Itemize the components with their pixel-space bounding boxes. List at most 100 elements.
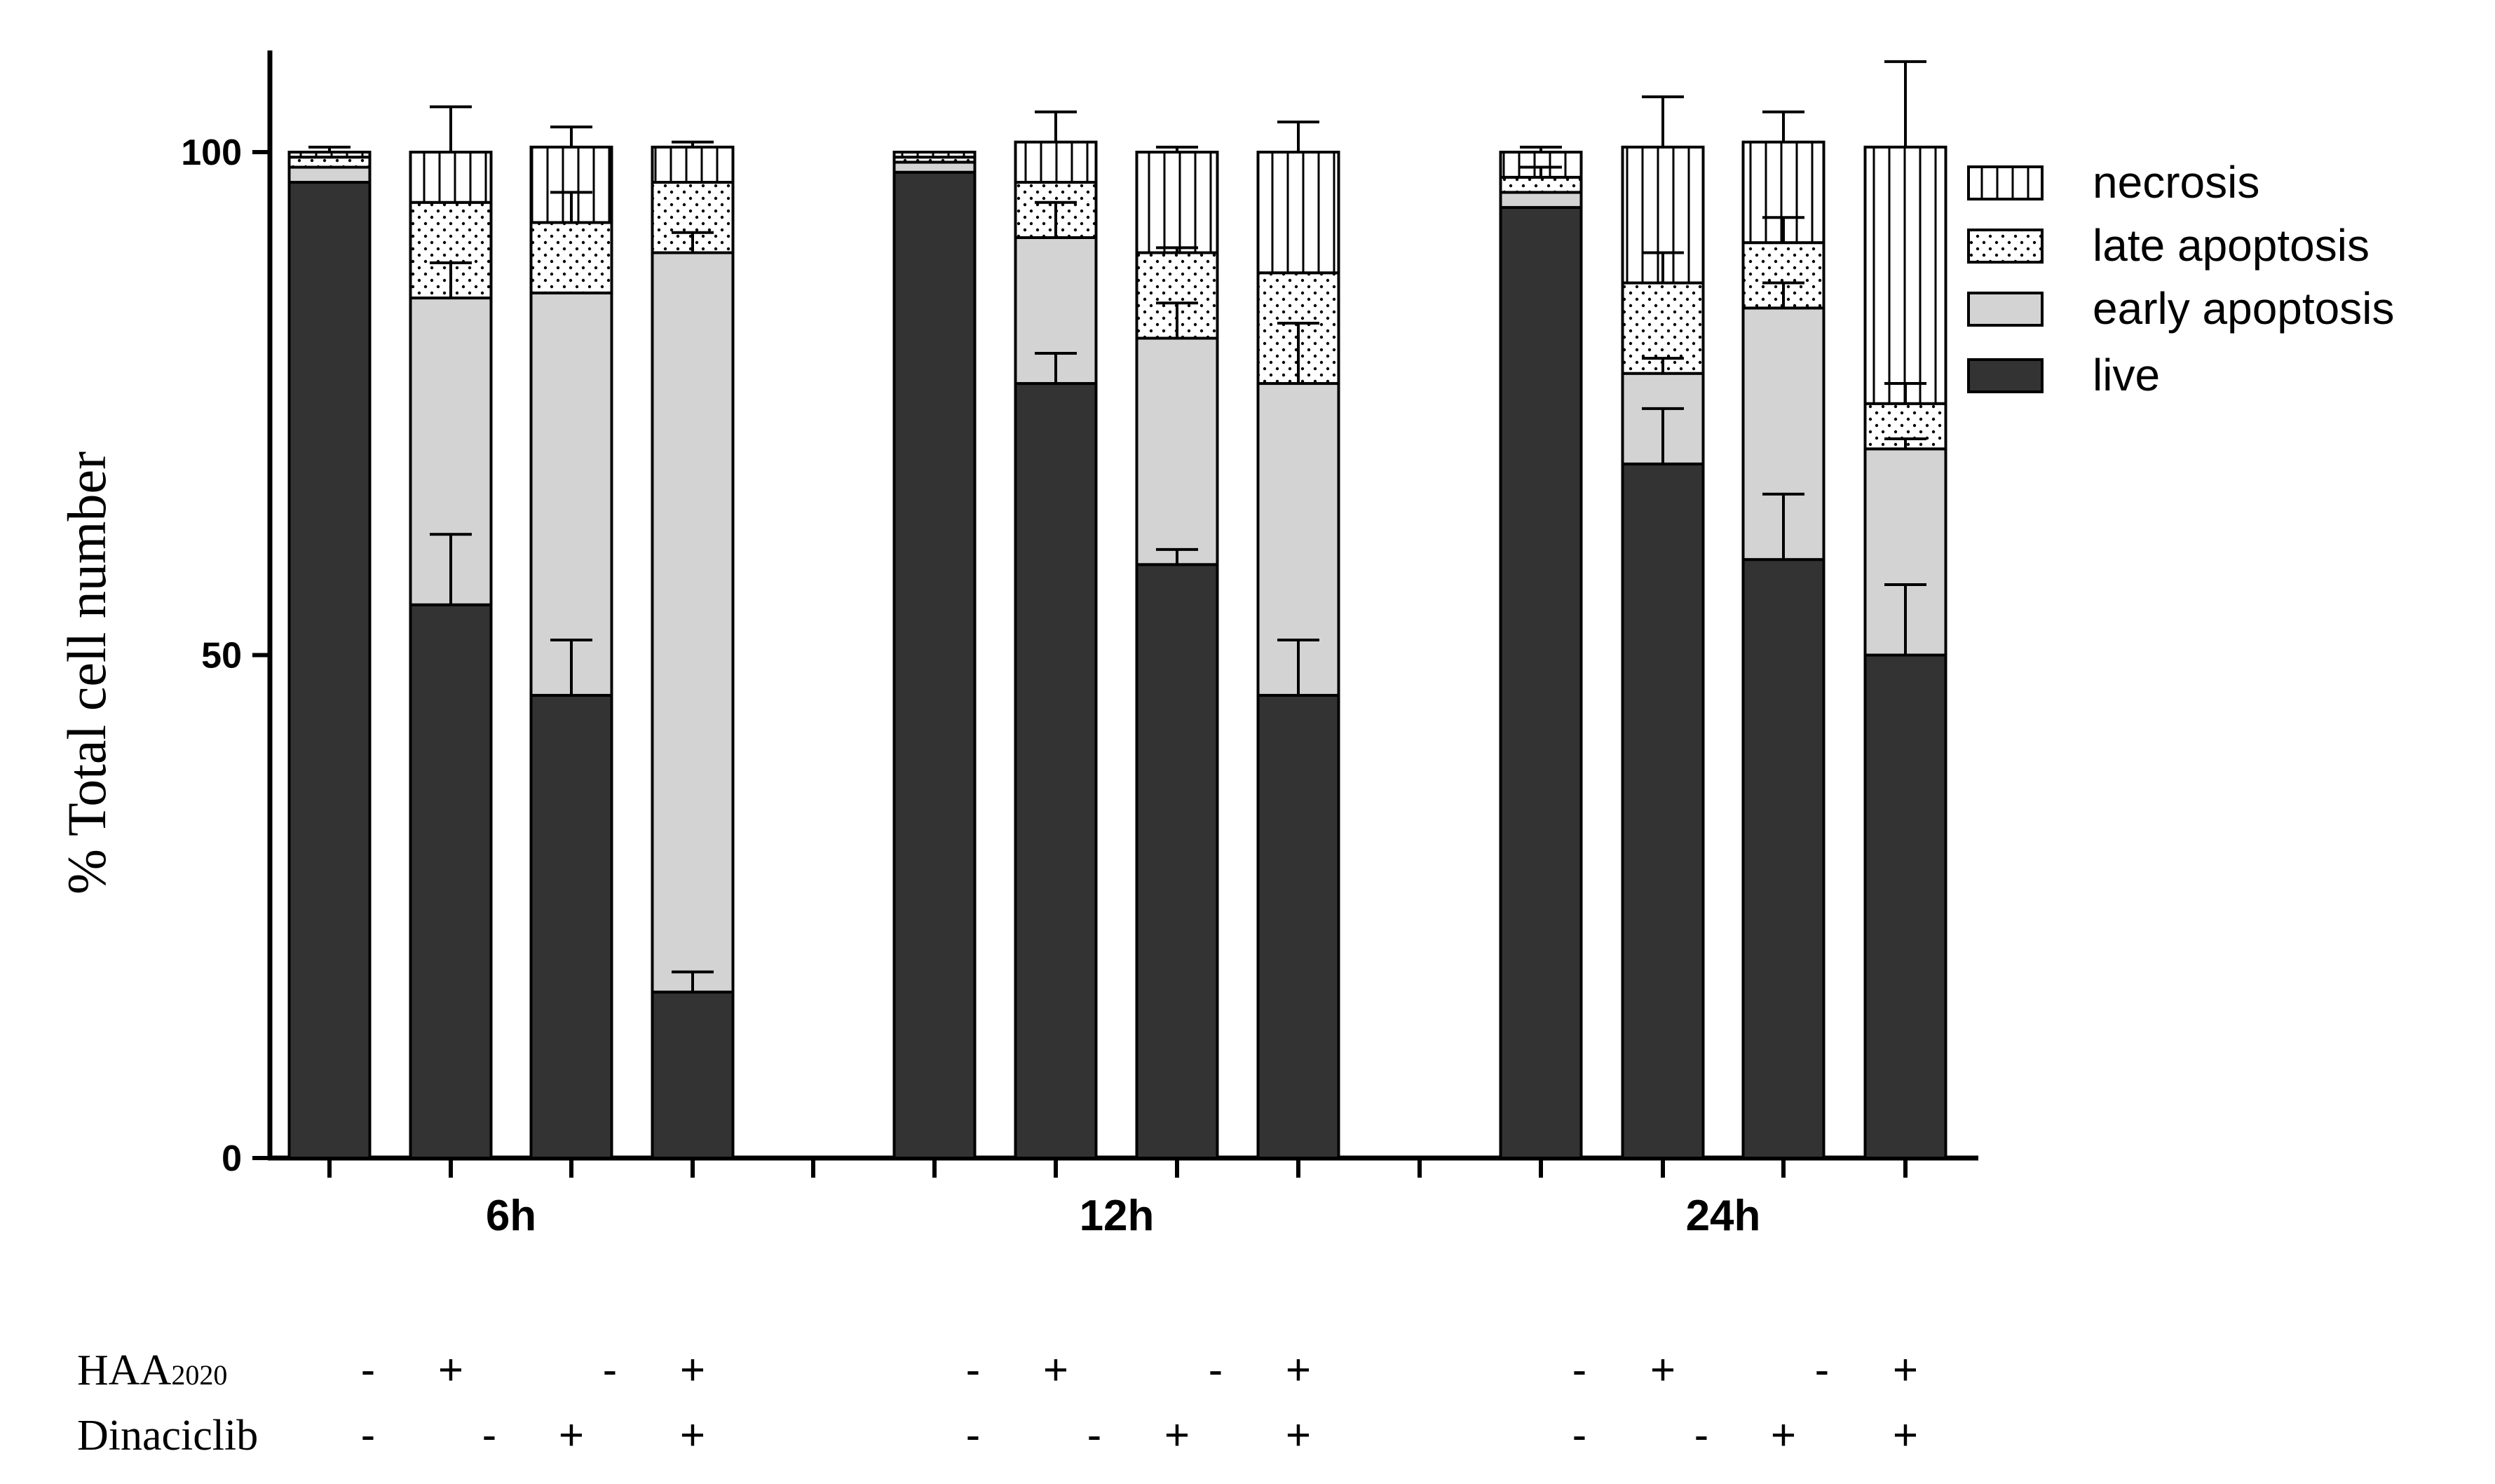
bar-segment-late-apoptosis [287, 156, 372, 169]
y-tick-label: 50 [201, 636, 242, 676]
condition-sign: - [966, 1411, 981, 1459]
bar-segment-early-apoptosis [1135, 336, 1219, 566]
bar-segment-live [409, 603, 493, 1159]
condition-sign: + [438, 1346, 463, 1394]
bar-segment-necrosis [1135, 151, 1219, 254]
bar-segment-necrosis [651, 145, 735, 184]
bar-segment-necrosis [1863, 145, 1947, 405]
error-bars [308, 60, 1926, 993]
error-bar [1520, 165, 1562, 177]
legend-swatch [1967, 229, 2044, 264]
bar-segment-late-apoptosis [529, 221, 613, 294]
legend-label: early apoptosis [2093, 283, 2394, 334]
error-bar [430, 533, 472, 605]
error-bar [1520, 145, 1562, 152]
error-bar [1642, 95, 1684, 147]
condition-sign: + [1286, 1411, 1311, 1459]
error-bar [1884, 60, 1926, 147]
bar-segment-live [1256, 693, 1340, 1159]
error-bar [430, 105, 472, 152]
legend: necrosis late apoptosis early apoptosis liv… [1967, 157, 2394, 400]
condition-sign: + [1893, 1411, 1918, 1459]
condition-sign: + [1893, 1346, 1918, 1394]
error-bar [1035, 200, 1077, 238]
error-bar [1277, 638, 1319, 695]
error-bar [1156, 547, 1198, 565]
error-bar [1156, 301, 1198, 339]
error-bar [430, 261, 472, 299]
error-bar [672, 231, 714, 253]
condition-sign: + [680, 1411, 705, 1459]
legend-item: late apoptosis [1967, 220, 2370, 271]
bar-segment-early-apoptosis [651, 251, 735, 994]
error-bar [1156, 246, 1198, 253]
bar-segment-live [1135, 563, 1219, 1159]
bar-segment-live [529, 693, 613, 1159]
error-bar [1277, 321, 1319, 384]
legend-item: necrosis [1967, 157, 2259, 207]
error-bar [308, 145, 351, 152]
condition-sign: - [1815, 1346, 1830, 1394]
legend-swatch [1967, 358, 2044, 393]
error-bar [1035, 110, 1077, 142]
y-axis-label: % Total cell number [56, 451, 117, 894]
error-bar [550, 638, 592, 695]
legend-swatch [1967, 165, 2044, 200]
error-bar [1884, 437, 1926, 449]
y-ticks: 0 50 100 [181, 132, 270, 1179]
bars [287, 140, 1947, 1160]
condition-sign: - [361, 1411, 376, 1459]
legend-item: early apoptosis [1967, 283, 2394, 334]
bar-segment-necrosis [1256, 151, 1340, 275]
x-ticks [327, 1158, 1908, 1178]
condition-sign: + [559, 1411, 584, 1459]
bar-segment-live [1499, 205, 1583, 1159]
y-tick-label: 100 [181, 132, 242, 173]
error-bar [672, 140, 714, 147]
error-bar [550, 191, 592, 223]
legend-swatch [1967, 292, 2044, 327]
bar-segment-necrosis [287, 151, 372, 159]
condition-sign: - [966, 1346, 981, 1394]
error-bar [1884, 583, 1926, 655]
bar-segment-live [1621, 462, 1705, 1159]
bar-segment-live [287, 181, 372, 1159]
bar-segment-live [892, 170, 977, 1160]
error-bar [1642, 407, 1684, 464]
bar-segment-late-apoptosis [1499, 175, 1583, 194]
error-bar [1762, 492, 1804, 560]
condition-sign: - [1209, 1346, 1223, 1394]
error-bar [672, 970, 714, 993]
bar-segment-early-apoptosis [287, 165, 372, 184]
condition-label: HAA2020 [77, 1347, 227, 1394]
bar-segment-early-apoptosis [529, 291, 613, 697]
condition-sign: + [1650, 1346, 1675, 1394]
bar-segment-live [1863, 653, 1947, 1159]
group-label: 12h [1080, 1192, 1155, 1240]
error-bar [1762, 281, 1804, 308]
condition-sign: + [1771, 1411, 1796, 1459]
legend-label: late apoptosis [2093, 220, 2370, 271]
bar-segment-necrosis [892, 151, 977, 159]
error-bar [1035, 352, 1077, 384]
legend-label: necrosis [2093, 157, 2259, 207]
bar-segment-live [1014, 382, 1098, 1159]
legend-label: live [2093, 350, 2160, 400]
error-bar [550, 125, 592, 147]
bar-segment-necrosis [1014, 140, 1098, 184]
condition-sign: - [482, 1411, 497, 1459]
condition-sign: + [1286, 1346, 1311, 1394]
bar-segment-early-apoptosis [892, 161, 977, 174]
group-labels: 6h 12h 24h [486, 1192, 1761, 1240]
condition-sign: - [1694, 1411, 1709, 1459]
condition-sign: - [1572, 1346, 1587, 1394]
error-bar [1277, 120, 1319, 152]
error-bar [1642, 251, 1684, 283]
condition-table: HAA2020- + - + - + - + - + - +Dinaciclib - - + + - - + + - - +… [77, 1346, 1918, 1459]
condition-sign: + [1043, 1346, 1068, 1394]
error-bar [1642, 357, 1684, 374]
y-tick-label: 0 [222, 1138, 242, 1179]
condition-sign: - [361, 1346, 376, 1394]
bar-segment-live [1741, 558, 1826, 1159]
